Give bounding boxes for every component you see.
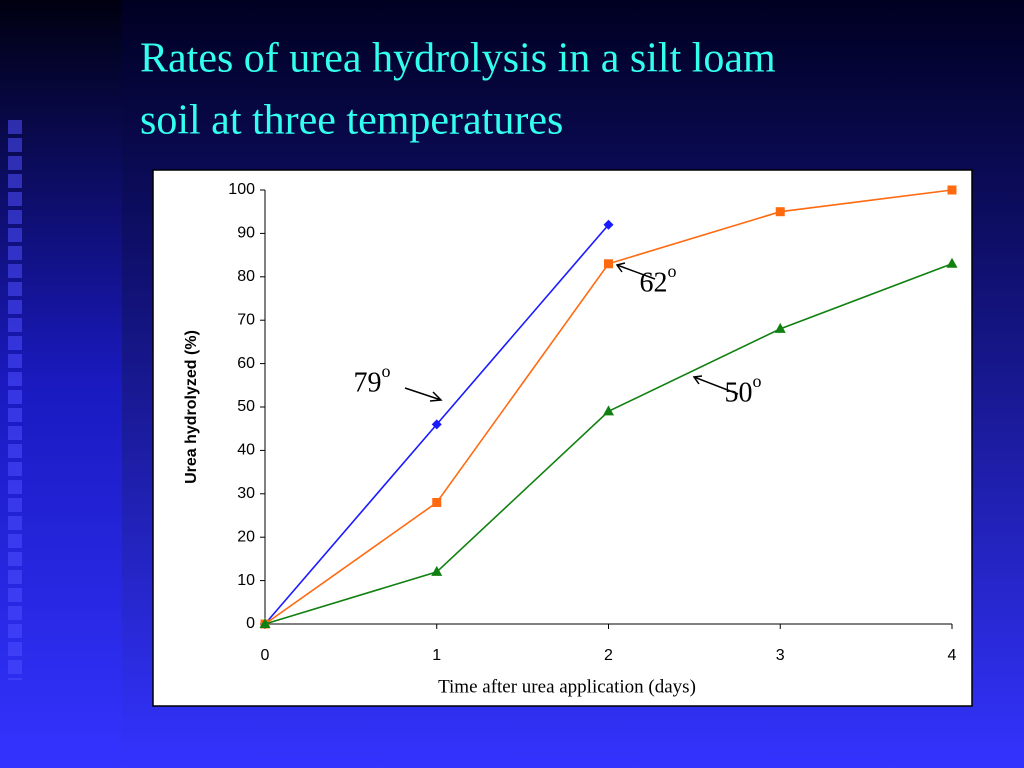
title-line: soil at three temperatures bbox=[140, 98, 563, 144]
point bbox=[431, 565, 443, 576]
y-tick-label: 50 bbox=[237, 398, 255, 415]
y-tick-label: 80 bbox=[237, 268, 255, 285]
x-axis-label: Time after urea application (days) bbox=[438, 676, 696, 697]
point bbox=[432, 497, 442, 507]
x-tick-label: 3 bbox=[776, 647, 785, 664]
point bbox=[947, 185, 957, 195]
y-tick-label: 60 bbox=[237, 355, 255, 372]
side-squares bbox=[8, 120, 24, 680]
y-tick-label: 70 bbox=[237, 311, 255, 328]
point bbox=[775, 207, 785, 217]
point bbox=[604, 259, 613, 269]
point bbox=[259, 618, 271, 628]
title-line: Rates of urea hydrolysis in a silt loam bbox=[140, 36, 776, 82]
y-tick-label: 100 bbox=[228, 181, 255, 198]
y-tick-label: 20 bbox=[237, 528, 255, 545]
x-tick-label: 2 bbox=[604, 647, 613, 664]
point bbox=[774, 322, 786, 333]
point bbox=[431, 419, 442, 430]
arrow bbox=[615, 262, 656, 280]
y-tick-label: 30 bbox=[237, 485, 255, 502]
x-tick-label: 1 bbox=[432, 647, 441, 664]
y-tick-label: 90 bbox=[237, 225, 255, 242]
series-label-sup: o bbox=[668, 261, 677, 281]
series-label-sup: o bbox=[753, 371, 762, 391]
arrow bbox=[404, 387, 443, 402]
y-axis-label: Urea hydrolyzed (%) bbox=[183, 330, 200, 484]
point bbox=[946, 257, 958, 268]
y-tick-label: 40 bbox=[237, 442, 255, 459]
chart-box bbox=[152, 169, 973, 707]
arrow bbox=[692, 375, 739, 395]
point bbox=[603, 219, 614, 230]
y-tick-label: 10 bbox=[237, 572, 255, 589]
x-tick-label: 0 bbox=[261, 647, 270, 664]
arrows bbox=[404, 262, 739, 402]
x-tick-label: 4 bbox=[948, 647, 957, 664]
series-label-sup: o bbox=[382, 361, 391, 381]
y-tick-label: 0 bbox=[246, 615, 255, 632]
point bbox=[603, 405, 614, 416]
